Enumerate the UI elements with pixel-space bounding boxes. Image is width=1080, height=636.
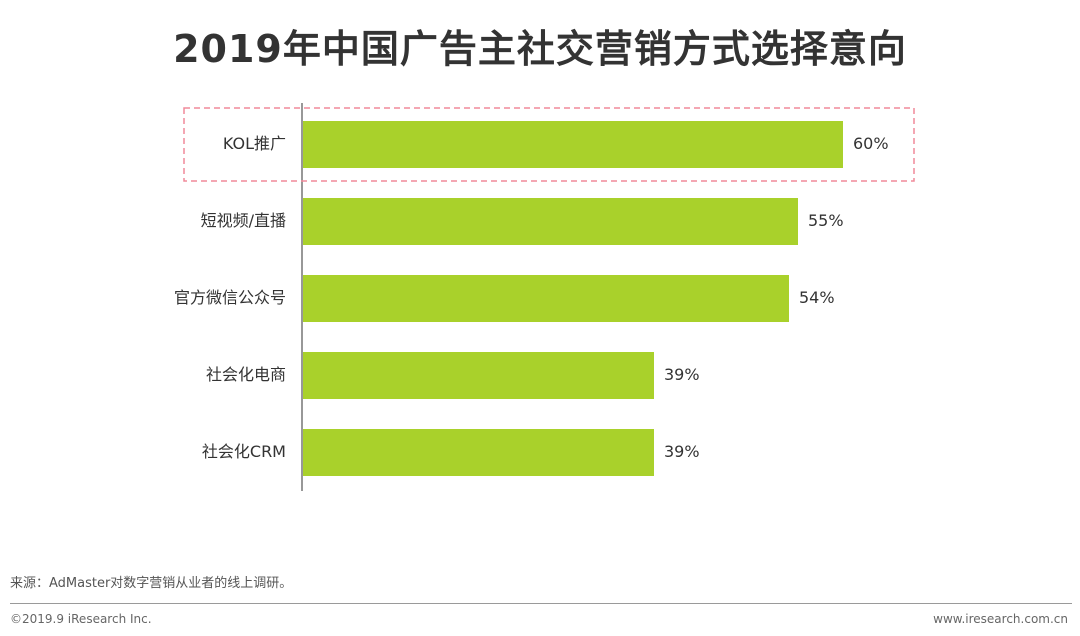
site-url: www.iresearch.com.cn	[933, 612, 1068, 626]
chart-title: 2019年中国广告主社交营销方式选择意向	[173, 27, 907, 71]
highlight-box	[183, 107, 915, 182]
value-label: 39%	[664, 365, 700, 384]
category-label: 社会化电商	[206, 365, 286, 384]
value-label: 60%	[853, 134, 889, 153]
value-label: 39%	[664, 442, 700, 461]
bar	[303, 198, 798, 245]
footer-divider	[10, 603, 1072, 604]
category-label: 社会化CRM	[202, 442, 286, 461]
bar	[303, 352, 654, 399]
bar-chart: KOL推广 60% 短视频/直播 55% 官方微信公众号 54% 社会化电商 39% 社会化CR…	[174, 103, 915, 491]
source-note: 来源：AdMaster对数字营销从业者的线上调研。	[10, 576, 293, 591]
bar	[303, 121, 843, 168]
category-label: KOL推广	[223, 134, 286, 153]
category-label: 官方微信公众号	[174, 288, 286, 307]
category-label: 短视频/直播	[201, 211, 286, 230]
value-label: 54%	[799, 288, 835, 307]
bar	[303, 429, 654, 476]
copyright-text: ©2019.9 iResearch Inc.	[10, 612, 152, 626]
bar	[303, 275, 789, 322]
value-label: 55%	[808, 211, 844, 230]
